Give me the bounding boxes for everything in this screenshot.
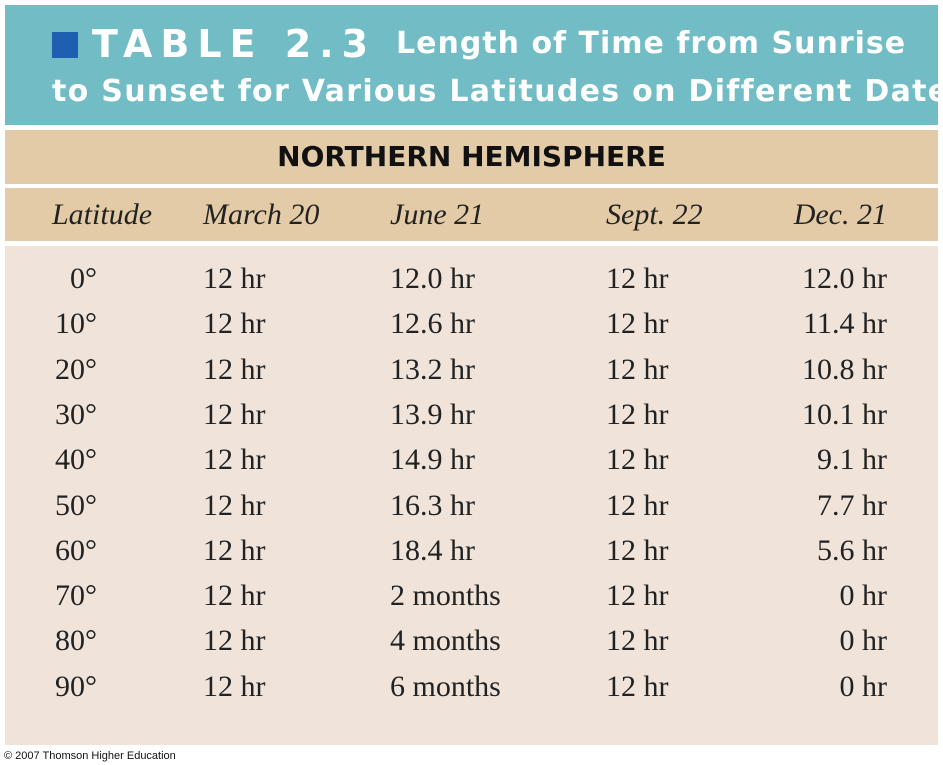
column-header: June 21 (390, 198, 485, 231)
cell: 12 hr (606, 443, 669, 477)
cell: 12 hr (203, 352, 266, 386)
cell: 12 hr (203, 579, 266, 613)
cell: 2 months (390, 579, 501, 613)
cell: 13.9 hr (390, 397, 475, 431)
cell: 12 hr (203, 443, 266, 477)
header-band (5, 5, 938, 125)
cell: 4 months (390, 624, 501, 658)
cell: 30° (55, 397, 97, 431)
cell: 12 hr (606, 488, 669, 522)
section-band (5, 130, 938, 184)
cell: 10° (55, 307, 97, 341)
cell: 0 hr (839, 624, 888, 658)
cell: 12 hr (606, 352, 669, 386)
cell: 12 hr (606, 262, 669, 295)
cell: 10.8 hr (802, 352, 887, 386)
cell: 12 hr (203, 533, 266, 567)
cell: 7.7 hr (817, 488, 887, 522)
cell: 12 hr (203, 624, 266, 658)
cell: 5.6 hr (817, 533, 887, 567)
cell: 12 hr (203, 488, 266, 522)
header-square (52, 32, 78, 58)
cell: 12 hr (606, 579, 669, 613)
cell: 10.1 hr (802, 397, 887, 431)
section-title: NORTHERN HEMISPHERE (277, 140, 666, 173)
column-header: Dec. 21 (793, 198, 887, 231)
cell: 70° (55, 579, 97, 613)
title-line: Length of Time from Sunrise (396, 26, 907, 61)
cell: 0 hr (839, 669, 888, 703)
cell: 12 hr (606, 533, 669, 567)
cell: 90° (55, 669, 97, 703)
cell: 50° (55, 488, 97, 522)
cell: 20° (55, 352, 97, 386)
cell: 9.1 hr (817, 443, 887, 477)
cell: 12 hr (203, 262, 266, 295)
cell: 12.0 hr (802, 262, 887, 295)
table-body (5, 246, 938, 745)
cell: 0° (70, 262, 97, 295)
cell: 12 hr (203, 669, 266, 703)
column-header: March 20 (203, 198, 320, 231)
cell: 0 hr (839, 579, 888, 613)
cell: 14.9 hr (390, 443, 475, 477)
cell: 16.3 hr (390, 488, 475, 522)
column-header-band (5, 188, 938, 241)
cell: 6 months (390, 669, 501, 703)
cell: 12 hr (606, 669, 669, 703)
table-label: TABLE 2.3 (92, 22, 377, 66)
column-header: Latitude (52, 198, 153, 231)
copyright: © 2007 Thomson Higher Education (4, 750, 176, 762)
cell: 80° (55, 624, 97, 658)
cell: 13.2 hr (390, 352, 475, 386)
cell: 12 hr (606, 397, 669, 431)
cell: 12 hr (606, 624, 669, 658)
cell: 12 hr (606, 307, 669, 341)
title-line: to Sunset for Various Latitudes on Diffe… (52, 74, 943, 109)
cell: 12 hr (203, 397, 266, 431)
cell: 11.4 hr (803, 307, 887, 341)
cell: 40° (55, 443, 97, 477)
column-header: Sept. 22 (606, 198, 703, 231)
cell: 12 hr (203, 307, 266, 341)
cell: 12.6 hr (390, 307, 475, 341)
cell: 18.4 hr (390, 533, 475, 567)
cell: 60° (55, 533, 97, 567)
cell: 12.0 hr (390, 262, 475, 295)
